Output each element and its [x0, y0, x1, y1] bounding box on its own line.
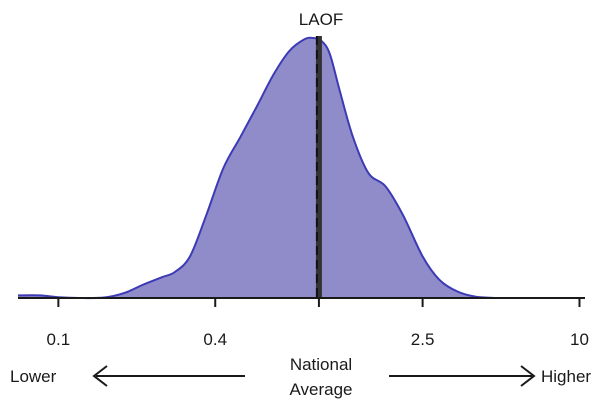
x-tick-label: 10	[570, 330, 589, 349]
lower-label: Lower	[10, 367, 57, 386]
x-tick-label: 0.4	[203, 330, 227, 349]
x-tick-label: 2.5	[411, 330, 435, 349]
x-axis: 0.1 0.4 2.5 10	[18, 297, 589, 349]
chart-title: LAOF	[299, 10, 343, 29]
right-arrow-icon	[389, 365, 536, 387]
left-arrow-icon	[92, 365, 245, 387]
x-tick-label: 0.1	[47, 330, 71, 349]
plot-area	[17, 36, 497, 300]
direction-annotation: Lower National Average Higher	[10, 355, 591, 399]
average-label: Average	[289, 380, 352, 399]
density-line	[17, 36, 497, 300]
higher-label: Higher	[541, 367, 591, 386]
national-label: National	[290, 355, 352, 374]
density-area	[18, 37, 497, 299]
